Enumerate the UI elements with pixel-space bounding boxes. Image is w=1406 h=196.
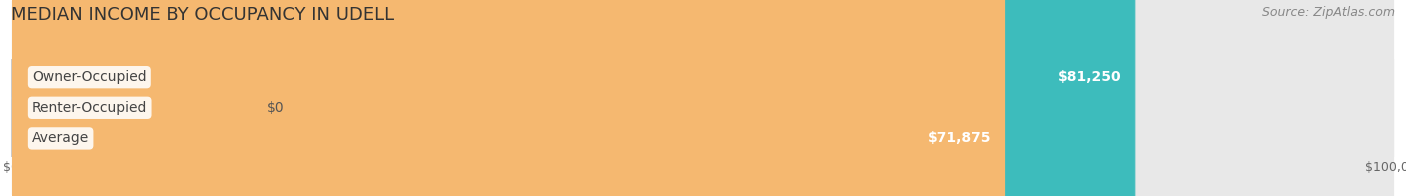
Text: Average: Average — [32, 132, 89, 145]
FancyBboxPatch shape — [11, 0, 1005, 196]
Text: $71,875: $71,875 — [928, 132, 991, 145]
Text: Owner-Occupied: Owner-Occupied — [32, 70, 146, 84]
FancyBboxPatch shape — [11, 0, 1136, 196]
FancyBboxPatch shape — [11, 0, 1395, 196]
Text: Source: ZipAtlas.com: Source: ZipAtlas.com — [1261, 6, 1395, 19]
Text: Renter-Occupied: Renter-Occupied — [32, 101, 148, 115]
FancyBboxPatch shape — [11, 0, 1395, 196]
Text: $0: $0 — [267, 101, 285, 115]
Text: $81,250: $81,250 — [1057, 70, 1122, 84]
FancyBboxPatch shape — [11, 0, 1395, 196]
Text: MEDIAN INCOME BY OCCUPANCY IN UDELL: MEDIAN INCOME BY OCCUPANCY IN UDELL — [11, 6, 394, 24]
